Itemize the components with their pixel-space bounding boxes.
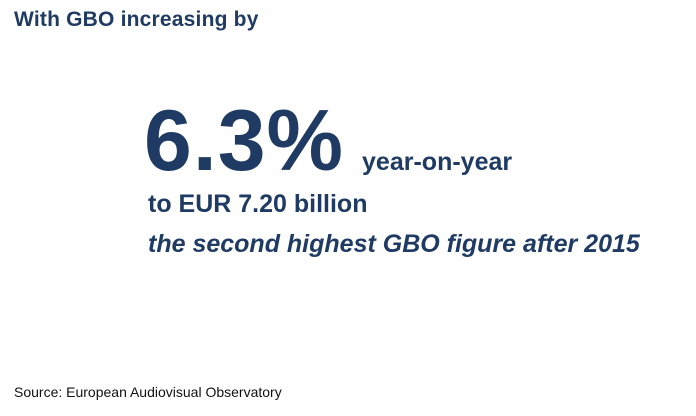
stat-amount: to EUR 7.20 billion [148,190,368,218]
stat-block: 6.3% year-on-year [144,98,512,184]
page-title: With GBO increasing by [14,8,259,31]
stat-value: 6.3% [144,93,345,189]
stat-suffix: year-on-year [362,148,513,176]
stat-note: the second highest GBO figure after 2015 [148,230,640,258]
source-note: Source: European Audiovisual Observatory [14,384,282,400]
